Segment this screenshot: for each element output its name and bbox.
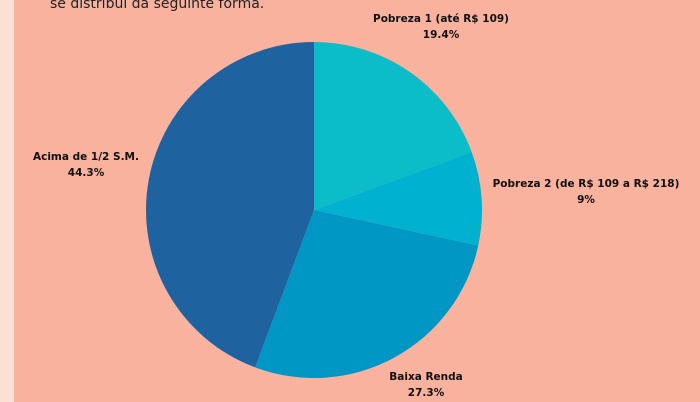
left-strip: [0, 0, 14, 402]
slice-label: Pobreza 1 (até R$ 109): [373, 13, 509, 25]
slice-label: Pobreza 2 (de R$ 109 a R$ 218): [493, 178, 680, 190]
slice-value: 19.4%: [423, 29, 460, 41]
pie-slice: [255, 210, 479, 379]
pie-slice: [314, 42, 472, 210]
slice-value: 27.3%: [408, 387, 445, 399]
slice-label: Baixa Renda: [389, 371, 463, 383]
intro-text: se distribui da seguinte forma.: [50, 0, 264, 12]
slice-value: 44.3%: [68, 167, 105, 179]
slice-value: 9%: [577, 194, 595, 206]
pie-slice: [146, 42, 314, 368]
slice-label: Acima de 1/2 S.M.: [33, 151, 139, 163]
pie-slice: [314, 152, 482, 246]
